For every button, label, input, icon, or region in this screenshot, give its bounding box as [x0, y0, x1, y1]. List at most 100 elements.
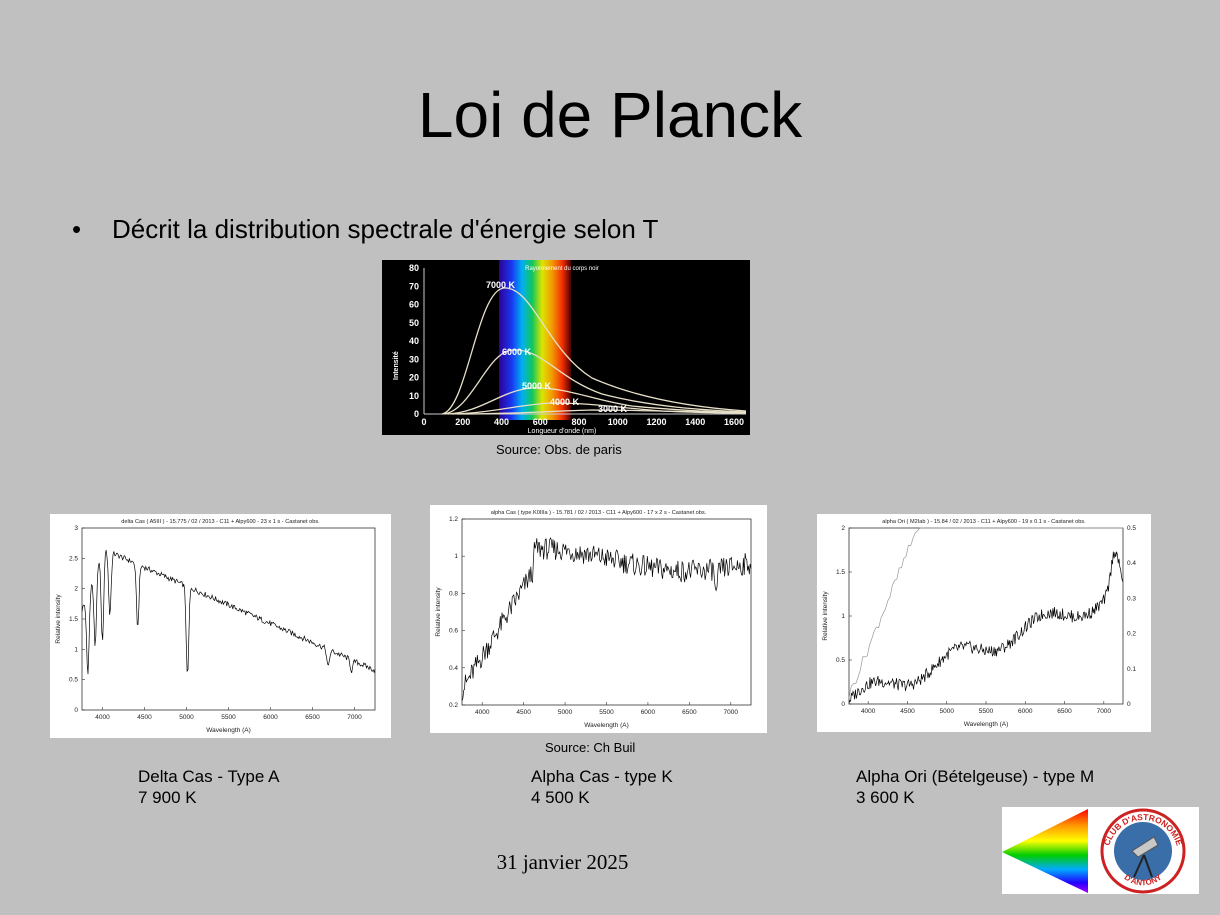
y-tick-label: 0.4 [449, 665, 458, 672]
x-tick-label: 7000 [724, 709, 739, 716]
x-tick-label: 6500 [1057, 708, 1072, 715]
planck-y-tick: 70 [409, 281, 419, 291]
planck-y-tick: 0 [414, 409, 419, 419]
y-axis-label: Relative intensity [55, 594, 62, 644]
x-tick-label: 6500 [682, 709, 697, 716]
x-tick-label: 4000 [95, 714, 110, 721]
planck-x-tick: 1400 [685, 417, 705, 427]
spectrum-line-delta-cas [81, 549, 376, 675]
y-tick-label: 1.2 [449, 516, 458, 523]
y-tick-label: 1 [74, 646, 78, 653]
y-tick-label: 1.5 [836, 569, 845, 576]
y2-tick-label: 0.1 [1127, 666, 1136, 673]
planck-y-tick: 40 [409, 336, 419, 346]
x-tick-label: 4000 [475, 709, 490, 716]
planck-x-tick: 800 [571, 417, 586, 427]
bullet-text: Décrit la distribution spectrale d'énerg… [112, 214, 659, 244]
curve-7000k [441, 287, 747, 415]
planck-inner-title: Rayonnement du corps noir [525, 266, 599, 272]
caption-name: Delta Cas - Type A [138, 767, 280, 786]
planck-y-label: Intensité [393, 351, 400, 380]
y-tick-label: 1 [454, 553, 458, 560]
planck-y-tick: 10 [409, 391, 419, 401]
planck-source: Source: Obs. de paris [496, 442, 622, 457]
y-tick-label: 3 [74, 525, 78, 532]
curve-3000k [456, 409, 747, 415]
spectrum-line-alpha-cas [461, 537, 752, 701]
spectrum-panel-alpha-cas: alpha Cas ( type K0IIIa ) - 15.781 / 02 … [430, 505, 767, 733]
y-tick-label: 0.5 [836, 657, 845, 664]
visible-spectrum-band [499, 260, 571, 420]
spectrum-header: alpha Cas ( type K0IIIa ) - 15.781 / 02 … [491, 510, 707, 516]
x-tick-label: 5500 [221, 714, 236, 721]
logo-prism-beam [1002, 809, 1088, 893]
caption-alpha-cas: Alpha Cas - type K 4 500 K [531, 766, 673, 808]
caption-temperature: 7 900 K [138, 788, 197, 807]
planck-curve-label-3000: 3000 K [598, 404, 628, 414]
planck-curve-label-7000: 7000 K [486, 280, 516, 290]
x-tick-label: 6000 [263, 714, 278, 721]
y-tick-label: 2 [841, 525, 845, 532]
spectrum-line-alpha-ori [848, 551, 1124, 704]
y-tick-label: 0.5 [69, 677, 78, 684]
x-tick-label: 5000 [179, 714, 194, 721]
slide-title: Loi de Planck [417, 79, 803, 151]
spectrum-header: delta Cas ( A5III ) - 15.775 / 02 / 2013… [121, 519, 320, 525]
y2-tick-label: 0.5 [1127, 525, 1136, 532]
planck-y-tick: 60 [409, 300, 419, 310]
caption-name: Alpha Ori (Bételgeuse) - type M [856, 767, 1095, 786]
y2-tick-label: 0.4 [1127, 560, 1136, 567]
y2-tick-label: 0 [1127, 701, 1131, 708]
x-tick-label: 5000 [558, 709, 573, 716]
y-tick-label: 2.5 [69, 555, 78, 562]
planck-x-label: Longueur d'onde (nm) [528, 428, 597, 435]
x-tick-label: 7000 [347, 714, 362, 721]
plot-frame [848, 527, 1124, 705]
plot-frame [461, 518, 752, 706]
x-axis-label: Wavelength (A) [584, 722, 629, 729]
x-tick-label: 5500 [979, 708, 994, 715]
planck-curve-label-6000: 6000 K [502, 347, 532, 357]
planck-x-tick: 0 [421, 417, 426, 427]
spectra-source: Source: Ch Buil [545, 740, 636, 755]
caption-temperature: 3 600 K [856, 788, 915, 807]
y-tick-label: 0 [841, 701, 845, 708]
y2-tick-label: 0.2 [1127, 631, 1136, 638]
y-axis-label: Relative intensity [435, 587, 442, 637]
x-tick-label: 6500 [305, 714, 320, 721]
y-tick-label: 0.8 [449, 590, 458, 597]
y-tick-label: 2 [74, 586, 78, 593]
caption-name: Alpha Cas - type K [531, 767, 673, 786]
spectrum-header: alpha Ori ( M2Iab ) - 15.84 / 02 / 2013 … [882, 519, 1086, 525]
planck-x-tick: 200 [455, 417, 470, 427]
club-logo: CLUB D'ASTRONOMIE D'ANTONY [1002, 807, 1199, 894]
y-tick-label: 0 [74, 707, 78, 714]
planck-y-tick: 20 [409, 373, 419, 383]
y-tick-label: 0.6 [449, 628, 458, 635]
curve-5000k [447, 387, 747, 415]
footer-date: 31 janvier 2025 [496, 850, 629, 874]
x-tick-label: 5000 [939, 708, 954, 715]
x-axis-label: Wavelength (A) [206, 727, 251, 734]
caption-delta-cas: Delta Cas - Type A 7 900 K [138, 766, 279, 808]
y-tick-label: 0.2 [449, 702, 458, 709]
bullet-dot: • [72, 214, 82, 244]
x-tick-label: 4000 [861, 708, 876, 715]
x-tick-label: 6000 [641, 709, 656, 716]
curve-6000k [443, 349, 747, 415]
x-tick-label: 4500 [516, 709, 531, 716]
x-tick-label: 6000 [1018, 708, 1033, 715]
x-tick-label: 5500 [599, 709, 614, 716]
planck-x-tick: 1200 [646, 417, 666, 427]
planck-x-tick: 1000 [608, 417, 628, 427]
planck-figure: 0 10 20 30 40 50 60 70 80 0 200 400 600 800 1000 1200 1… [382, 260, 750, 435]
planck-curve-label-4000: 4000 K [550, 397, 580, 407]
caption-temperature: 4 500 K [531, 788, 590, 807]
logo-text-bottom: D'ANTONY [1123, 872, 1164, 887]
planck-y-tick: 50 [409, 318, 419, 328]
x-tick-label: 4500 [137, 714, 152, 721]
y-tick-label: 1 [841, 613, 845, 620]
y-axis-label: Relative intensity [822, 591, 829, 641]
x-axis-label: Wavelength (A) [964, 721, 1009, 728]
x-tick-label: 7000 [1097, 708, 1112, 715]
